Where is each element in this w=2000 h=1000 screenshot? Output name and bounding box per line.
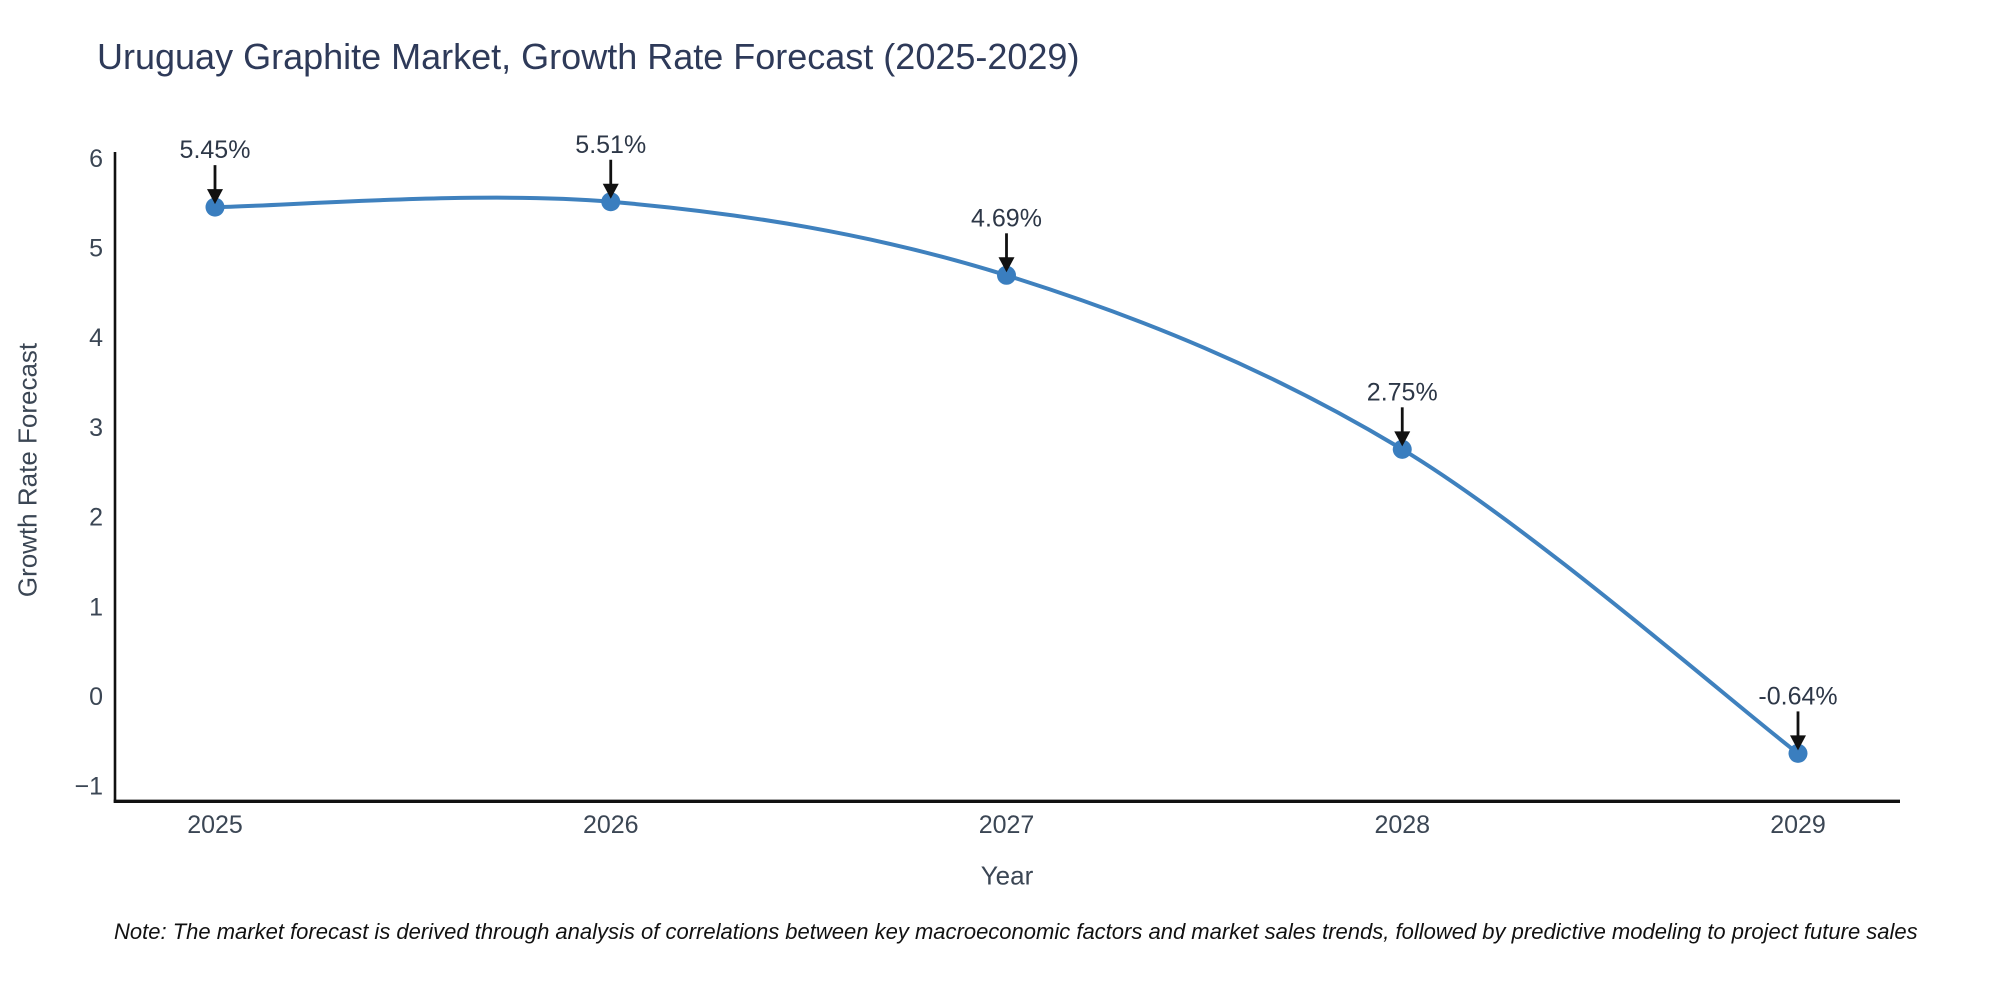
y-tick-label: 2 [89, 504, 103, 532]
x-tick-label: 2025 [187, 811, 243, 839]
y-tick-label: 4 [89, 324, 103, 352]
data-point-marker [205, 197, 225, 217]
y-tick-label: −1 [74, 773, 103, 801]
data-point-label: 5.51% [575, 131, 646, 159]
data-point-marker [1788, 743, 1808, 763]
data-point-label: 4.69% [971, 204, 1042, 232]
annotation-arrowhead-icon [207, 189, 223, 205]
annotation-arrowhead-icon [1394, 431, 1411, 447]
annotation-arrowhead-icon [602, 183, 619, 199]
trend-line [213, 195, 1800, 756]
x-tick-label: 2028 [1374, 811, 1430, 839]
x-tick-label: 2026 [583, 811, 639, 839]
x-axis-title: Year [980, 860, 1034, 891]
chart-title: Uruguay Graphite Market, Growth Rate For… [97, 36, 1080, 77]
data-point-label: 2.75% [1367, 378, 1438, 406]
data-point-label: 5.45% [180, 136, 251, 164]
y-tick-label: 1 [89, 593, 103, 621]
footnote: Note: The market forecast is derived thr… [114, 919, 1918, 944]
data-point-marker [1392, 439, 1412, 459]
y-axis-title: Growth Rate Forecast [12, 342, 43, 598]
y-tick-label: 3 [89, 414, 103, 442]
annotation-arrowhead-icon [998, 257, 1015, 273]
y-tick-label: 5 [89, 235, 103, 263]
data-point-marker [997, 265, 1016, 285]
y-tick-label: 6 [89, 145, 103, 173]
annotation-arrowhead-icon [1790, 735, 1806, 751]
x-tick-label: 2027 [979, 811, 1035, 839]
data-point-marker [601, 192, 621, 212]
x-tick-label: 2029 [1770, 811, 1826, 839]
data-point-label: -0.64% [1758, 682, 1837, 710]
y-tick-label: 0 [89, 683, 103, 711]
